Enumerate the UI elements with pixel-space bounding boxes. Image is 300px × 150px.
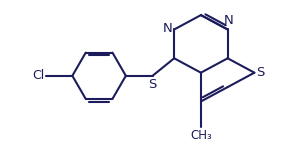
Text: Cl: Cl [32, 69, 45, 82]
Text: S: S [148, 78, 157, 91]
Text: S: S [256, 66, 265, 79]
Text: N: N [162, 22, 172, 36]
Text: CH₃: CH₃ [190, 129, 212, 142]
Text: N: N [224, 14, 234, 27]
